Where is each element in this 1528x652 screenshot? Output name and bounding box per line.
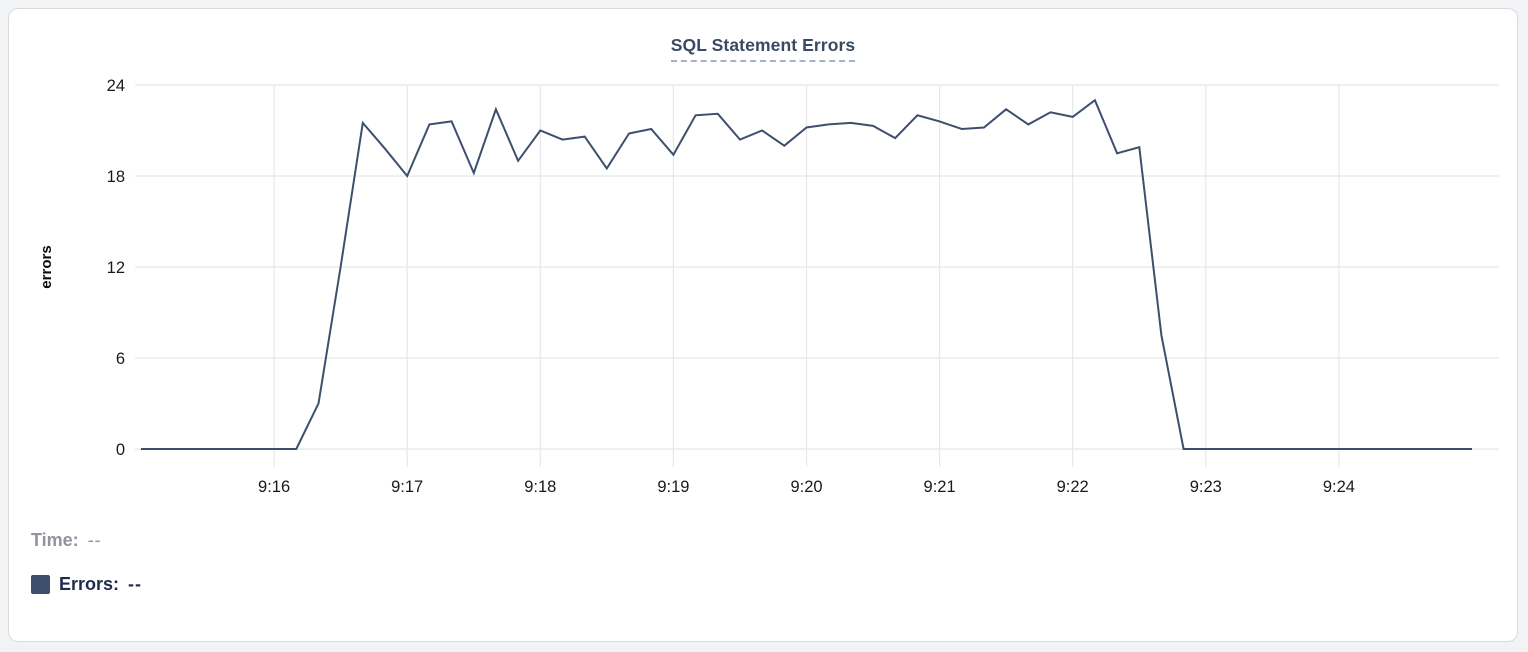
readout-time-row: Time: --	[31, 530, 102, 551]
y-axis-title: errors	[38, 245, 55, 288]
chart-canvas[interactable]: 0 6 12 18 24 9:16 9:17 9:18 9:19 9:20 9:21 9:22 9:23…	[9, 9, 1519, 519]
y-tick-label: 12	[107, 259, 125, 277]
chart-header: SQL Statement Errors	[9, 35, 1517, 62]
x-tick-label: 9:20	[790, 478, 822, 496]
y-tick-label: 18	[107, 168, 125, 186]
x-tick-label: 9:16	[258, 478, 290, 496]
errors-value: --	[128, 574, 143, 594]
x-tick-label: 9:18	[524, 478, 556, 496]
y-tick-label: 0	[116, 441, 125, 459]
y-tick-label: 6	[116, 350, 125, 368]
x-tick-label: 9:19	[657, 478, 689, 496]
errors-label: Errors:	[59, 574, 120, 594]
errors-series-line	[141, 98, 1472, 450]
readout-errors-row: Errors: --	[31, 574, 142, 595]
x-tick-label: 9:22	[1057, 478, 1089, 496]
x-tick-label: 9:23	[1190, 478, 1222, 496]
y-tick-label: 24	[107, 77, 125, 95]
errors-series-swatch	[31, 575, 50, 594]
time-label: Time:	[31, 530, 79, 550]
time-value: --	[87, 530, 102, 550]
x-tick-label: 9:17	[391, 478, 423, 496]
x-tick-label: 9:21	[924, 478, 956, 496]
chart-title[interactable]: SQL Statement Errors	[670, 35, 856, 62]
chart-card: SQL Statement Errors 0 6 12 18 24 9:16 9:17 9:1…	[8, 8, 1518, 642]
x-tick-label: 9:24	[1323, 478, 1355, 496]
